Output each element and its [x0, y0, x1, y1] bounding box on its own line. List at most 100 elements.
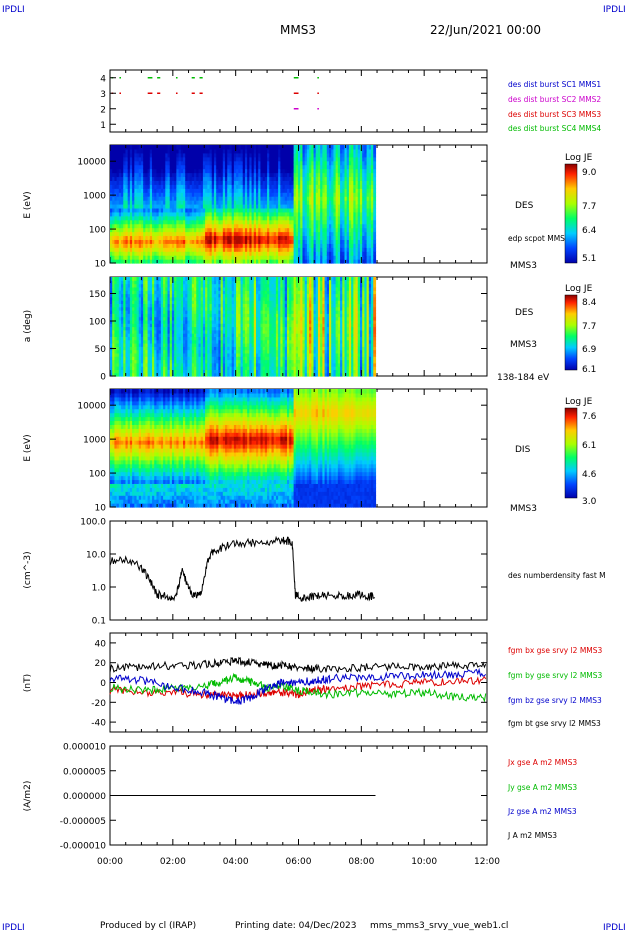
spectrogram-cell	[233, 192, 237, 197]
spectrogram-cell	[132, 200, 135, 205]
spectrogram-cell	[178, 148, 182, 154]
spectrogram-cell	[121, 239, 124, 244]
spectrogram-cell	[167, 235, 171, 240]
spectrogram-cell	[258, 184, 262, 189]
spectrogram-cell	[125, 259, 129, 264]
spectrogram-cell	[169, 207, 173, 213]
spectrogram-cell	[273, 211, 277, 217]
spectrogram-cell	[183, 319, 186, 324]
spectrogram-cell	[147, 316, 151, 321]
spectrogram-cell	[194, 235, 197, 240]
spectrogram-cell	[238, 192, 242, 197]
spectrogram-cell	[337, 172, 341, 178]
spectrogram-cell	[112, 349, 116, 354]
spectrogram-cell	[311, 172, 315, 178]
spectrogram-cell	[125, 323, 129, 328]
spectrogram-cell	[309, 188, 312, 193]
spectrogram-cell	[267, 148, 270, 154]
spectrogram-cell	[194, 164, 197, 170]
spectrogram-cell	[171, 346, 175, 351]
spectrogram-cell	[220, 247, 224, 252]
spectrogram-cell	[196, 156, 200, 162]
spectrogram-cell	[333, 207, 337, 213]
spectrogram-cell	[253, 176, 257, 181]
spectrogram-cell	[240, 239, 244, 244]
spectrogram-cell	[271, 235, 275, 240]
spectrogram-cell	[326, 176, 330, 181]
spectrogram-cell	[366, 168, 370, 174]
spectrogram-cell	[154, 280, 158, 285]
spectrogram-cell	[238, 207, 242, 213]
spectrogram-cell	[238, 188, 242, 193]
spectrogram-cell	[132, 277, 135, 281]
spectrogram-cell	[366, 145, 370, 150]
spectrogram-cell	[362, 231, 366, 237]
spectrogram-cell	[125, 184, 129, 189]
spectrogram-cell	[286, 188, 290, 193]
spectrogram-cell	[233, 184, 237, 189]
panel-density-frame	[109, 520, 488, 621]
spectrogram-cell	[340, 223, 343, 229]
spectrogram-cell	[160, 145, 164, 150]
spectrogram-cell	[149, 369, 153, 374]
spectrogram-cell	[165, 310, 169, 314]
spectrogram-cell	[152, 336, 155, 341]
spectrogram-cell	[260, 192, 264, 197]
spectrogram-cell	[233, 211, 237, 217]
spectrogram-cell	[154, 192, 158, 197]
spectrogram-cell	[140, 211, 144, 217]
spectrogram-cell	[364, 152, 368, 158]
spectrogram-cell	[132, 326, 135, 331]
spectrogram-cell	[282, 192, 286, 197]
spectrogram-cell	[160, 192, 164, 197]
spectrogram-cell	[271, 219, 275, 225]
spectrogram-cell	[165, 277, 169, 281]
spectrogram-cell	[333, 231, 337, 237]
spectrogram-cell	[138, 227, 142, 233]
spectrogram-cell	[174, 251, 177, 256]
spectrogram-cell	[271, 204, 275, 209]
spectrogram-cell	[264, 204, 268, 209]
spectrogram-cell	[158, 306, 162, 311]
spectrogram-cell	[187, 204, 191, 209]
spectrogram-cell	[256, 235, 259, 240]
spectrogram-cell	[118, 211, 122, 217]
spectrogram-cell	[180, 359, 184, 364]
spectrogram-cell	[167, 211, 171, 217]
spectrogram-cell	[136, 223, 140, 229]
spectrogram-cell	[262, 251, 266, 256]
spectrogram-cell	[291, 247, 295, 252]
spectrogram-cell	[289, 219, 292, 225]
spectrogram-cell	[344, 192, 348, 197]
spectrogram-cell	[152, 352, 155, 357]
spectrogram-cell	[143, 172, 146, 178]
spectrogram-cell	[123, 366, 127, 370]
spectrogram-cell	[218, 160, 222, 166]
spectrogram-cell	[198, 188, 202, 193]
spectrogram-cell	[229, 168, 233, 174]
spectrogram-cell	[324, 168, 328, 174]
spectrogram-cell	[163, 326, 166, 331]
spectrogram-cell	[218, 180, 222, 185]
spectrogram-cell	[247, 211, 250, 217]
spectrogram-cell	[154, 362, 158, 367]
spectrogram-cell	[136, 277, 140, 281]
spectrogram-cell	[311, 251, 315, 256]
spectrogram-cell	[366, 239, 370, 244]
spectrogram-cell	[110, 215, 113, 221]
spectrogram-cell	[264, 227, 268, 233]
spectrogram-cell	[256, 259, 259, 264]
spectrogram-cell	[357, 243, 361, 248]
spectrogram-cell	[238, 148, 242, 154]
spectrogram-cell	[271, 160, 275, 166]
spectrogram-cell	[171, 369, 175, 374]
spectrogram-cell	[213, 152, 217, 158]
spectrogram-cell	[222, 239, 226, 244]
spectrogram-cell	[269, 196, 273, 201]
spectrogram-cell	[371, 239, 374, 244]
spectrogram-cell	[335, 215, 339, 221]
spectrogram-cell	[249, 215, 253, 221]
spectrogram-cell	[200, 184, 204, 189]
spectrogram-cell	[180, 303, 184, 308]
spectrogram-cell	[178, 204, 182, 209]
